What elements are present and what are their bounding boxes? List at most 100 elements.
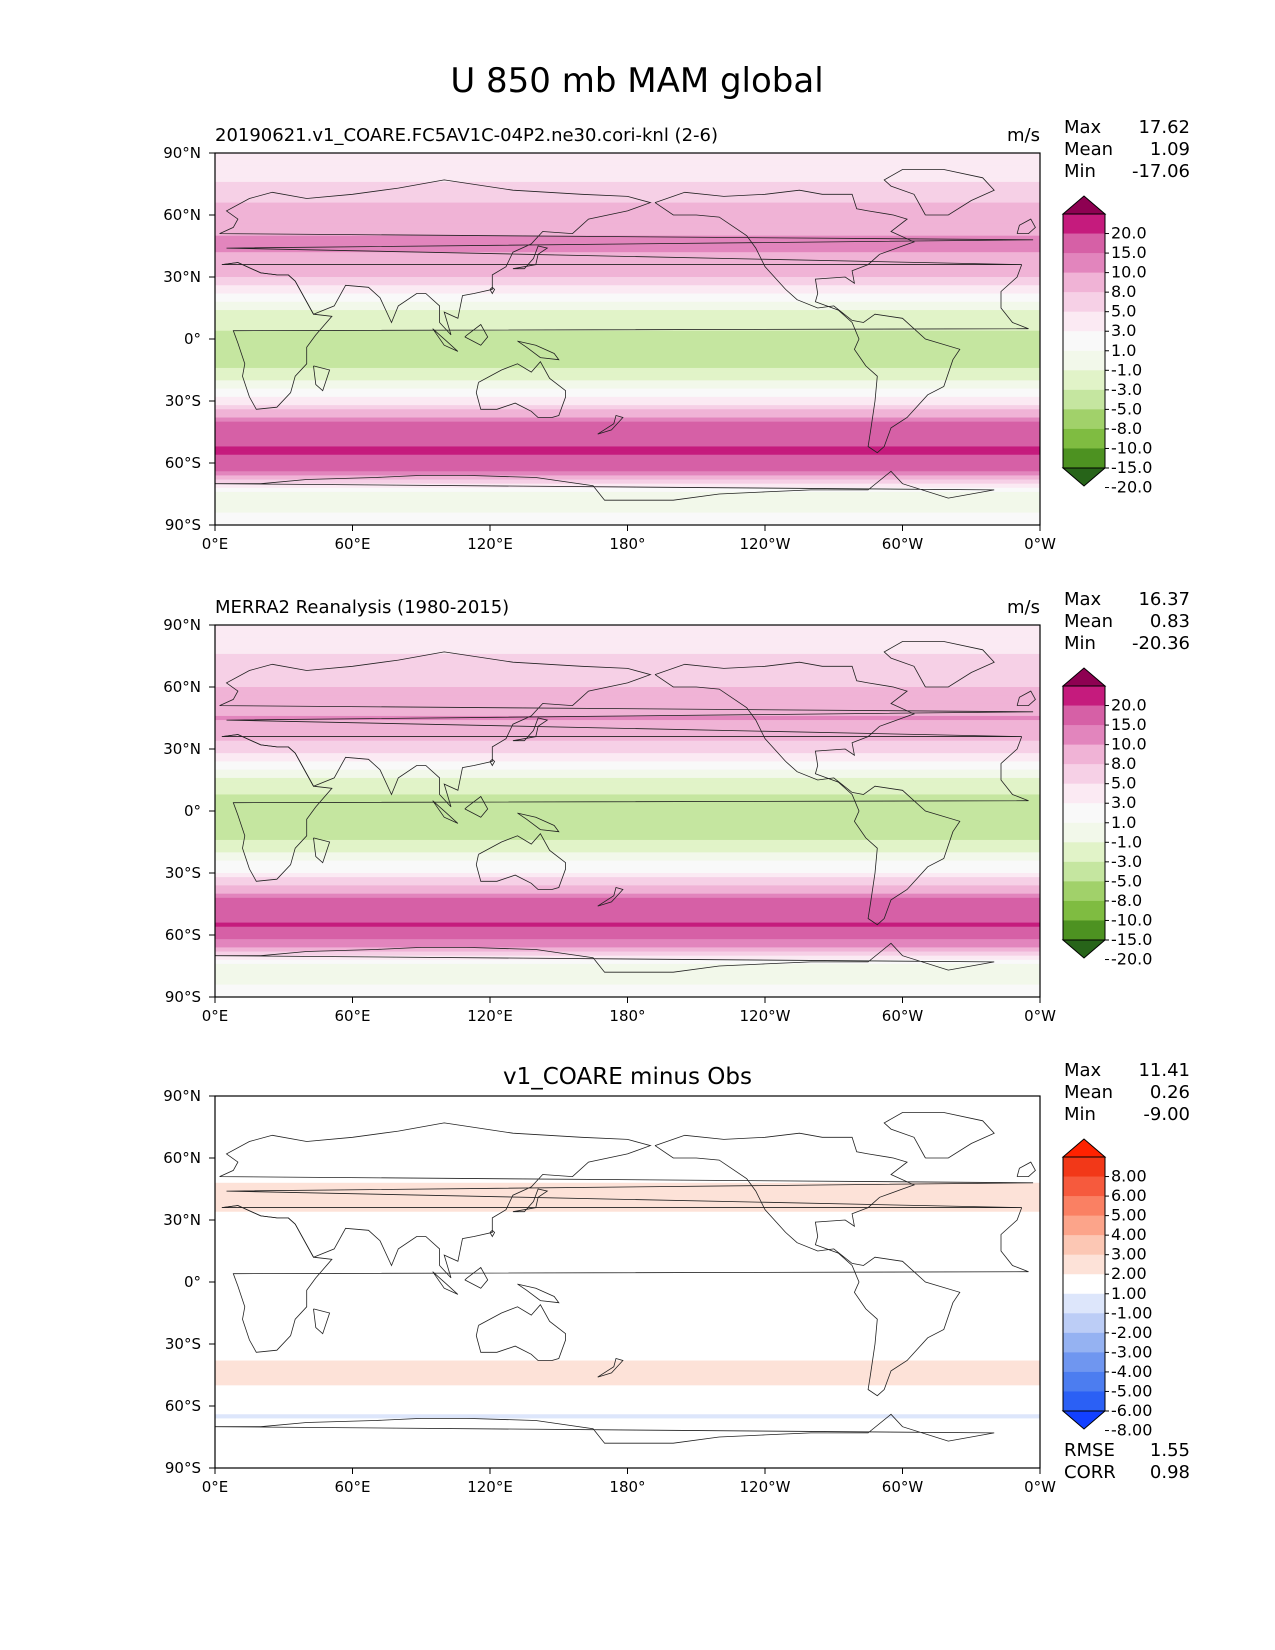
field-band — [215, 277, 1040, 282]
extra-stat-label: RMSE — [1064, 1440, 1115, 1461]
colorbar-swatch — [1063, 233, 1105, 254]
field-band — [215, 1265, 1040, 1271]
field-band — [215, 918, 1040, 924]
y-tick-label: 60°N — [163, 206, 201, 224]
field-band — [215, 658, 1040, 663]
colorbar-swatch — [1063, 1196, 1105, 1217]
field-band — [215, 173, 1040, 179]
colorbar-label: 5.0 — [1111, 302, 1136, 321]
field-band — [215, 1414, 1040, 1419]
colorbar-swatch — [1063, 1274, 1105, 1295]
field-band — [215, 169, 1040, 175]
field-band — [215, 409, 1040, 414]
colorbar-swatch — [1063, 783, 1105, 804]
x-tick-label: 60°W — [882, 1478, 924, 1496]
colorbar-label: 8.0 — [1111, 282, 1136, 301]
field-band — [215, 496, 1040, 501]
field-band — [215, 1352, 1040, 1357]
field-band — [215, 1298, 1040, 1304]
field-band — [215, 1096, 1040, 1101]
y-tick-label: 0° — [184, 330, 201, 348]
stat-label: Min — [1064, 633, 1096, 654]
field-band — [215, 682, 1040, 688]
field-band — [215, 732, 1040, 738]
field-band — [215, 1331, 1040, 1337]
field-band — [215, 1356, 1040, 1362]
field-band — [215, 272, 1040, 278]
coastline — [219, 179, 1034, 336]
field-band — [215, 421, 1040, 427]
field-band — [215, 782, 1040, 787]
field-band — [215, 285, 1040, 290]
field-band — [215, 1439, 1040, 1444]
field-band — [215, 1133, 1040, 1138]
colorbar-label: 3.0 — [1111, 793, 1136, 812]
field-band — [215, 1327, 1040, 1333]
field-band — [215, 839, 1040, 845]
field-band — [215, 1104, 1040, 1109]
coastline — [1016, 218, 1036, 234]
colorbar-label: -3.00 — [1111, 1342, 1152, 1361]
field-band — [215, 1434, 1040, 1440]
field-band — [215, 260, 1040, 266]
coastline — [475, 1304, 566, 1361]
colorbar-label: -1.0 — [1111, 832, 1142, 851]
field-band — [215, 442, 1040, 448]
colorbar-label: 5.00 — [1111, 1206, 1147, 1225]
field-band — [215, 1401, 1040, 1407]
y-tick-label: 30°S — [165, 1335, 201, 1353]
field-band — [215, 351, 1040, 357]
field-band — [215, 215, 1040, 220]
y-tick-label: 90°S — [165, 516, 201, 534]
field-band — [215, 1100, 1040, 1105]
coastline — [1016, 1161, 1036, 1177]
coastline — [219, 1122, 1034, 1279]
field-band — [215, 815, 1040, 820]
x-tick-label: 0°W — [1024, 1478, 1056, 1496]
colorbar-swatch — [1063, 1313, 1105, 1334]
field-band — [215, 1463, 1040, 1468]
field-band — [215, 1261, 1040, 1267]
stat-label: Min — [1064, 161, 1096, 182]
coastline — [489, 1229, 496, 1238]
colorbar-label: -4.00 — [1111, 1362, 1152, 1381]
field-band — [215, 330, 1040, 336]
colorbar-swatch — [1063, 900, 1105, 921]
field-band — [215, 674, 1040, 680]
field-band — [215, 1348, 1040, 1353]
field-band — [215, 968, 1040, 973]
field-band — [215, 520, 1040, 525]
colorbar-swatch — [1063, 881, 1105, 902]
colorbar-swatch — [1063, 389, 1105, 410]
field-band — [215, 1174, 1040, 1180]
colorbar-swatch — [1063, 1235, 1105, 1256]
field-band — [215, 1443, 1040, 1448]
y-tick-label: 90°N — [163, 144, 201, 162]
field-band — [215, 483, 1040, 489]
colorbar-extend-min — [1061, 939, 1107, 959]
field-band — [215, 757, 1040, 762]
colorbar-label: -20.0 — [1111, 478, 1152, 497]
field-band — [215, 1162, 1040, 1167]
y-tick-label: 30°S — [165, 392, 201, 410]
field-band — [215, 161, 1040, 166]
field-band — [215, 645, 1040, 651]
field-band — [215, 392, 1040, 398]
colorbar-label: 1.0 — [1111, 341, 1136, 360]
field-band — [215, 1310, 1040, 1316]
field-band — [215, 1459, 1040, 1465]
field-band — [215, 653, 1040, 659]
y-tick-label: 90°S — [165, 1459, 201, 1477]
field-band — [215, 219, 1040, 224]
y-tick-label: 30°N — [163, 740, 201, 758]
stat-value: 17.62 — [1138, 117, 1190, 138]
field-band — [215, 1207, 1040, 1213]
field-band — [215, 889, 1040, 895]
coastline — [597, 415, 624, 435]
field-band — [215, 728, 1040, 734]
field-band — [215, 413, 1040, 419]
coastline — [464, 1266, 489, 1289]
field-band — [215, 1389, 1040, 1395]
field-band — [215, 972, 1040, 977]
field-band — [215, 1406, 1040, 1411]
